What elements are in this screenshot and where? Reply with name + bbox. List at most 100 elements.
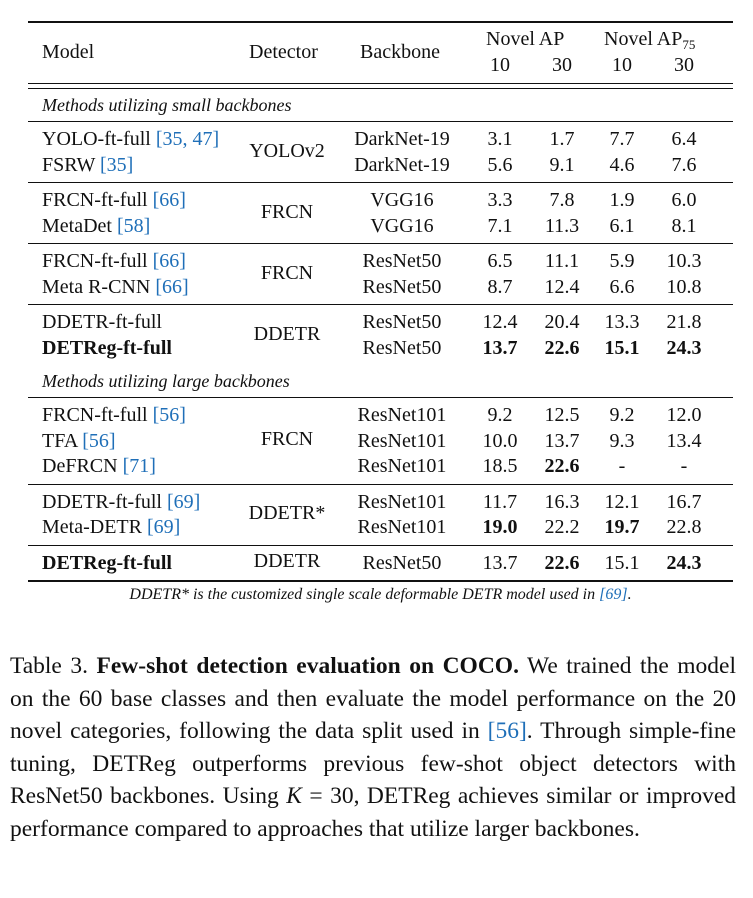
model-cell: FSRW [35] xyxy=(42,153,133,179)
table-row: DeFRCN [71] ResNet101 18.5 22.6 - - xyxy=(28,454,733,480)
citation-link[interactable]: [66] xyxy=(152,250,186,272)
value-cell: 8.1 xyxy=(671,214,697,237)
value-cell: 9.3 xyxy=(609,429,635,452)
value-cell: 6.1 xyxy=(609,214,635,237)
table-row: MetaDet [58] VGG16 7.1 11.3 6.1 8.1 xyxy=(28,214,733,240)
header-k-10-ap: 10 xyxy=(490,54,510,76)
caption-text-2: . Through simple-fine tuning, DETReg out… xyxy=(10,718,737,809)
model-name: YOLO-ft-full xyxy=(42,128,151,150)
detector-cell: DDETR xyxy=(253,550,321,573)
citation-link[interactable]: [58] xyxy=(116,214,151,237)
group-rule xyxy=(28,397,733,398)
header-novel-ap75-sub: 75 xyxy=(682,37,696,52)
header-rule-1 xyxy=(28,83,733,84)
value-cell: 6.5 xyxy=(487,250,513,272)
citation-link[interactable]: [69] xyxy=(166,490,201,513)
caption-title: Few-shot detection evaluation on COCO. xyxy=(96,653,519,679)
value-cell: 6.4 xyxy=(671,128,697,150)
model-name: DETReg-ft-full xyxy=(42,336,172,359)
row-group: DDETR DETReg-ft-full ResNet50 13.7 22.6 15.1 2… xyxy=(28,546,733,581)
value-cell: 9.2 xyxy=(609,404,635,426)
value-cell: 5.6 xyxy=(487,153,513,176)
backbone-cell: VGG16 xyxy=(370,189,434,211)
row-group: DDETR DDETR-ft-full ResNet50 12.4 20.4 13.3 21… xyxy=(28,305,733,365)
table-row: DDETR-ft-full ResNet50 12.4 20.4 13.3 21.8 xyxy=(28,310,733,336)
table-body: Methods utilizing small backbones YOLOv2 Y… xyxy=(28,89,733,580)
footnote-citation[interactable]: [69] xyxy=(599,586,628,603)
value-cell: 12.4 xyxy=(482,311,518,333)
citation-link[interactable]: [56] xyxy=(152,404,186,426)
backbone-cell: ResNet50 xyxy=(362,311,442,333)
value-cell: 9.1 xyxy=(549,153,575,176)
value-cell: 24.3 xyxy=(666,336,702,359)
header-backbone: Backbone xyxy=(360,41,440,63)
value-cell: 13.4 xyxy=(666,429,702,452)
value-cell: 10.0 xyxy=(482,429,518,452)
header-rule-2 xyxy=(28,88,733,89)
value-cell: 13.7 xyxy=(482,551,518,574)
model-name: FRCN-ft-full xyxy=(42,250,148,272)
detector-cell: YOLOv2 xyxy=(249,139,325,162)
value-cell: 13.3 xyxy=(604,311,640,333)
citation-link[interactable]: [71] xyxy=(122,455,156,477)
value-cell: 15.1 xyxy=(604,336,640,359)
caption-label: Table 3. xyxy=(10,653,88,679)
value-cell: 10.3 xyxy=(666,250,702,272)
value-cell: - xyxy=(680,455,688,477)
model-cell: DETReg-ft-full xyxy=(42,551,172,577)
value-cell: 1.7 xyxy=(549,128,575,150)
citation-link[interactable]: [66] xyxy=(152,189,186,211)
model-cell: DETReg-ft-full xyxy=(42,336,172,362)
model-name: DDETR-ft-full xyxy=(42,490,162,513)
value-cell: - xyxy=(618,455,626,477)
model-name: FSRW xyxy=(42,153,95,176)
value-cell: 15.1 xyxy=(604,551,640,574)
value-cell: 20.4 xyxy=(544,311,580,333)
citation-link[interactable]: [69] xyxy=(146,516,181,538)
citation-link[interactable]: [56] xyxy=(82,429,116,452)
table-row: Meta-DETR [69] ResNet101 19.0 22.2 19.7 22.8 xyxy=(28,515,733,541)
caption-citation[interactable]: [56] xyxy=(487,718,527,744)
backbone-cell: DarkNet-19 xyxy=(354,128,450,150)
value-cell: 22.8 xyxy=(666,516,702,538)
value-cell: 13.7 xyxy=(544,429,580,452)
value-cell: 9.2 xyxy=(487,404,513,426)
model-cell: Meta R-CNN [66] xyxy=(42,275,189,301)
top-rule xyxy=(28,21,733,23)
detector-cell: FRCN xyxy=(260,200,314,223)
model-name: FRCN-ft-full xyxy=(42,404,148,426)
citation-link[interactable]: [66] xyxy=(155,275,189,298)
value-cell: 12.1 xyxy=(604,490,640,513)
value-cell: 7.7 xyxy=(609,128,635,150)
value-cell: 13.7 xyxy=(482,336,518,359)
table-footnote: DDETR* is the customized single scale de… xyxy=(28,586,733,604)
value-cell: 1.9 xyxy=(609,189,635,211)
value-cell: 12.0 xyxy=(666,404,702,426)
value-cell: 7.8 xyxy=(549,189,575,211)
value-cell: 10.8 xyxy=(666,275,702,298)
citation-link[interactable]: [35, 47] xyxy=(155,128,220,150)
backbone-cell: ResNet101 xyxy=(357,490,447,513)
row-group: DDETR* DDETR-ft-full [69] ResNet101 11.7 16.… xyxy=(28,485,733,545)
citation-link[interactable]: [35] xyxy=(100,153,134,176)
table-caption: Table 3. Few-shot detection evaluation o… xyxy=(10,650,736,845)
backbone-cell: ResNet50 xyxy=(362,336,442,359)
bottom-rule xyxy=(28,580,733,582)
backbone-cell: ResNet50 xyxy=(362,250,442,272)
model-name: DDETR-ft-full xyxy=(42,311,162,333)
group-rule xyxy=(28,182,733,183)
group-rule xyxy=(28,121,733,122)
value-cell: 4.6 xyxy=(609,153,635,176)
caption-math-k: K xyxy=(286,783,302,809)
group-rule xyxy=(28,243,733,244)
value-cell: 3.3 xyxy=(487,189,513,211)
group-rule xyxy=(28,544,733,546)
backbone-cell: ResNet101 xyxy=(357,516,447,538)
model-cell: Meta-DETR [69] xyxy=(42,515,180,541)
value-cell: 22.2 xyxy=(544,516,580,538)
model-cell: TFA [56] xyxy=(42,429,116,455)
backbone-cell: ResNet101 xyxy=(357,404,447,426)
model-name: Meta R-CNN xyxy=(42,275,151,298)
caption-text-3: = 30, DETReg achieves similar or improve… xyxy=(10,783,737,842)
value-cell: 11.3 xyxy=(544,214,580,237)
